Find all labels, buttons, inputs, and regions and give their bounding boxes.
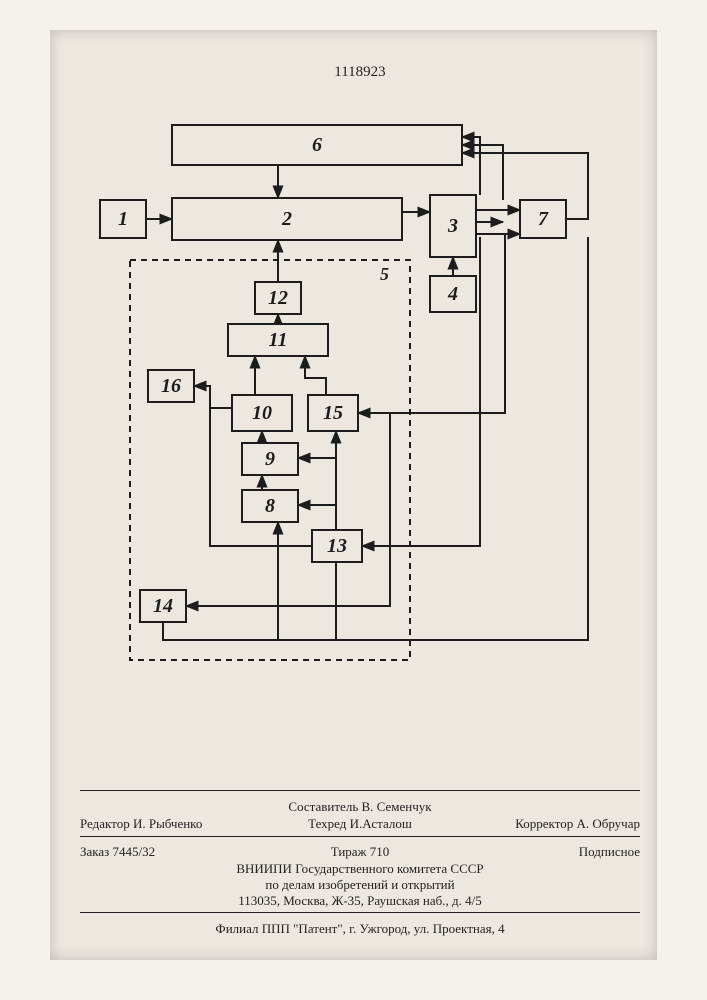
divider [80,912,640,913]
divider [80,790,640,791]
footer-dept: по делам изобретений и открытий [80,876,640,894]
block-label-9: 9 [265,448,275,470]
edge-20 [298,458,336,505]
footer-line2: Редактор И. Рыбченко Техред И.Асталош Ко… [80,815,640,833]
block-label-6: 6 [312,134,322,156]
block-label-11: 11 [269,329,288,351]
block-label-2: 2 [281,208,292,230]
block-label-7: 7 [538,208,549,230]
tech-credit: Техред И.Асталош [80,815,640,833]
block-label-15: 15 [323,402,343,424]
block-label-8: 8 [265,495,275,517]
block-label-13: 13 [327,535,347,557]
print-run: Тираж 710 [80,843,640,861]
footer-branch: Филиал ППП "Патент", г. Ужгород, ул. Про… [80,920,640,938]
block-label-1: 1 [118,208,128,230]
block-label-4: 4 [447,283,458,305]
block-label-12: 12 [268,287,288,309]
edge-13 [305,356,326,395]
edge-19 [298,505,336,530]
block-label-16: 16 [161,375,181,397]
footer-line1: Составитель В. Семенчук [80,798,640,816]
header-number: 1118923 [80,62,640,82]
dashed-region-label: 5 [380,264,389,284]
block-label-10: 10 [252,402,272,424]
divider [80,836,640,837]
edge-17 [278,522,312,546]
edge-24 [163,562,336,640]
footer-org: ВНИИПИ Государственного комитета СССР [80,860,640,878]
edge-22 [358,234,505,413]
footer-line3: Заказ 7445/32 Тираж 710 Подписное [80,843,640,861]
block-label-3: 3 [447,215,458,237]
footer-address: 113035, Москва, Ж-35, Раушская наб., д. … [80,892,640,910]
page: 5 1234671211161015981314 1118923 Состави… [0,0,707,1000]
edge-14 [194,386,232,408]
block-label-14: 14 [153,595,173,617]
